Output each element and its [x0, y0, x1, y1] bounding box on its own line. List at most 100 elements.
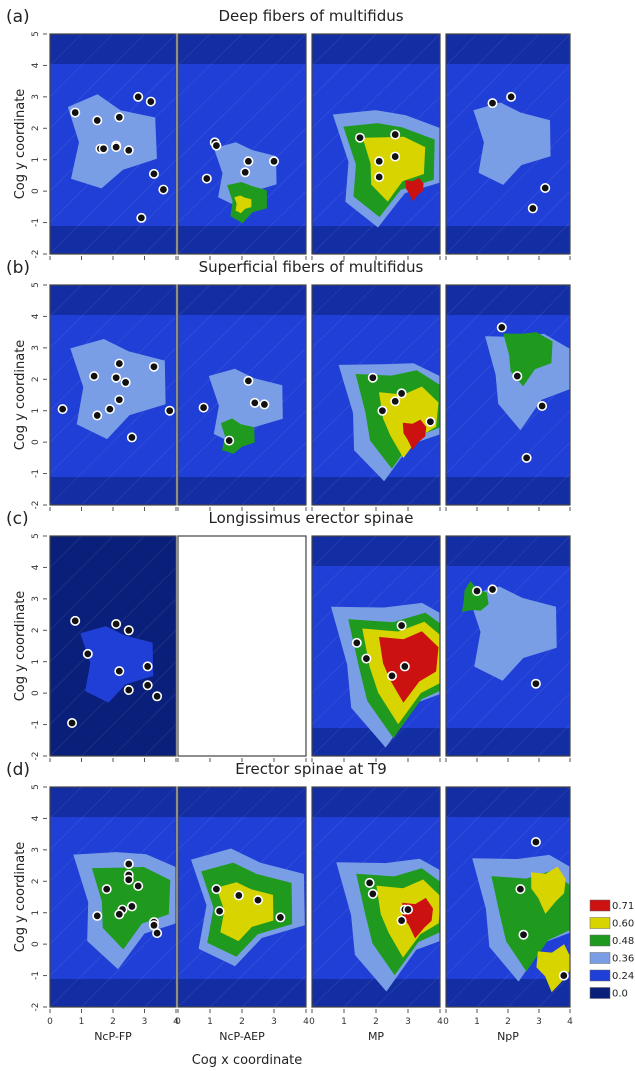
facet-line — [50, 410, 82, 443]
cog-point — [396, 388, 407, 399]
facet-line — [273, 222, 306, 254]
facet-line — [50, 629, 82, 663]
facet-line — [273, 96, 306, 129]
facet-line — [446, 567, 478, 600]
facet-line — [375, 975, 409, 1007]
cog-point — [214, 906, 225, 917]
cog-point — [496, 322, 507, 333]
panel-frame — [177, 786, 307, 1008]
facet-line — [312, 724, 345, 756]
facet-line — [375, 65, 409, 98]
facet-line — [570, 254, 601, 285]
facet-line — [312, 598, 345, 631]
x-axis-title: Cog x coordinate — [192, 1053, 303, 1068]
cog-point — [111, 372, 122, 383]
y-tick-label: -2 — [31, 752, 41, 761]
facet-line — [273, 34, 306, 66]
facet-line — [178, 34, 179, 35]
facet-line — [176, 756, 208, 787]
facet-line — [178, 65, 211, 98]
facet-line — [273, 159, 306, 192]
x-tick-label: 4 — [303, 1017, 309, 1027]
facet-line — [446, 629, 478, 663]
cog-point — [158, 184, 169, 195]
facet-line — [273, 473, 306, 505]
facet-line — [476, 692, 509, 725]
cog-point — [530, 836, 541, 847]
facet-line — [508, 285, 509, 286]
facet-line — [241, 787, 275, 819]
facet-line — [375, 818, 409, 851]
panel-mp — [311, 3, 472, 255]
cog-point — [120, 377, 131, 388]
cog-point — [425, 416, 436, 427]
heat-edge — [446, 536, 570, 566]
facet-line — [50, 880, 82, 914]
cog-point — [364, 877, 375, 888]
panel-letter: (a) — [6, 7, 30, 27]
facet-line — [375, 567, 409, 600]
facet-line — [144, 34, 176, 66]
facet-line — [569, 849, 570, 850]
facet-line — [209, 285, 243, 317]
facet-line — [144, 441, 176, 474]
heat-edge — [50, 787, 176, 817]
facet-line — [112, 536, 145, 568]
y-tick-label: 0 — [31, 690, 41, 696]
facet-line — [112, 787, 145, 819]
facet-line — [50, 787, 82, 819]
y-tick-label: 4 — [31, 564, 41, 570]
facet-line — [312, 34, 345, 66]
facet-line — [440, 3, 472, 34]
facet-line — [312, 347, 345, 380]
facet-line — [50, 222, 82, 254]
facet-line — [241, 65, 275, 98]
facet-line — [144, 787, 176, 819]
facet-line — [144, 598, 176, 631]
panel-frame — [311, 284, 441, 506]
cog-point — [101, 884, 112, 895]
cog-point — [114, 112, 125, 123]
cog-point — [390, 396, 401, 407]
facet-line — [144, 724, 176, 756]
facet-line — [440, 505, 472, 536]
facet-line — [112, 316, 145, 349]
cog-point — [152, 928, 163, 939]
facet-line — [144, 818, 176, 851]
cog-point — [123, 874, 134, 885]
facet-line — [343, 536, 377, 568]
facet-line — [312, 285, 345, 317]
facet-line — [477, 285, 478, 286]
legend-swatch — [589, 987, 611, 999]
facet-line — [50, 567, 82, 600]
facet-line — [569, 127, 570, 129]
facet-line — [50, 378, 82, 412]
x-tick-label: 4 — [567, 1017, 573, 1027]
facet-line — [175, 629, 176, 631]
facet-line — [113, 34, 114, 35]
y-tick-label: 3 — [31, 596, 41, 602]
facet-line — [312, 880, 345, 914]
facet-line — [507, 536, 540, 568]
heat-surface — [312, 285, 440, 505]
cog-point — [92, 410, 103, 421]
facet-line — [446, 347, 478, 380]
facet-line — [446, 849, 478, 882]
heat-contour — [362, 136, 426, 202]
heat-surface — [50, 34, 176, 254]
facet-line — [144, 159, 176, 192]
cog-point — [164, 405, 175, 416]
x-tick-label: 4 — [437, 1017, 443, 1027]
cog-point — [367, 372, 378, 383]
facet-line — [507, 410, 540, 443]
heat-edge — [50, 728, 176, 756]
y-tick-label: 5 — [31, 533, 41, 539]
facet-line — [446, 473, 478, 505]
facet-line — [312, 127, 345, 161]
facet-line — [273, 943, 306, 976]
cog-point — [259, 399, 270, 410]
facet-line — [273, 190, 306, 223]
legend-swatch — [589, 917, 611, 929]
cog-point — [104, 404, 115, 415]
x-tick-label: 3 — [271, 1017, 277, 1027]
